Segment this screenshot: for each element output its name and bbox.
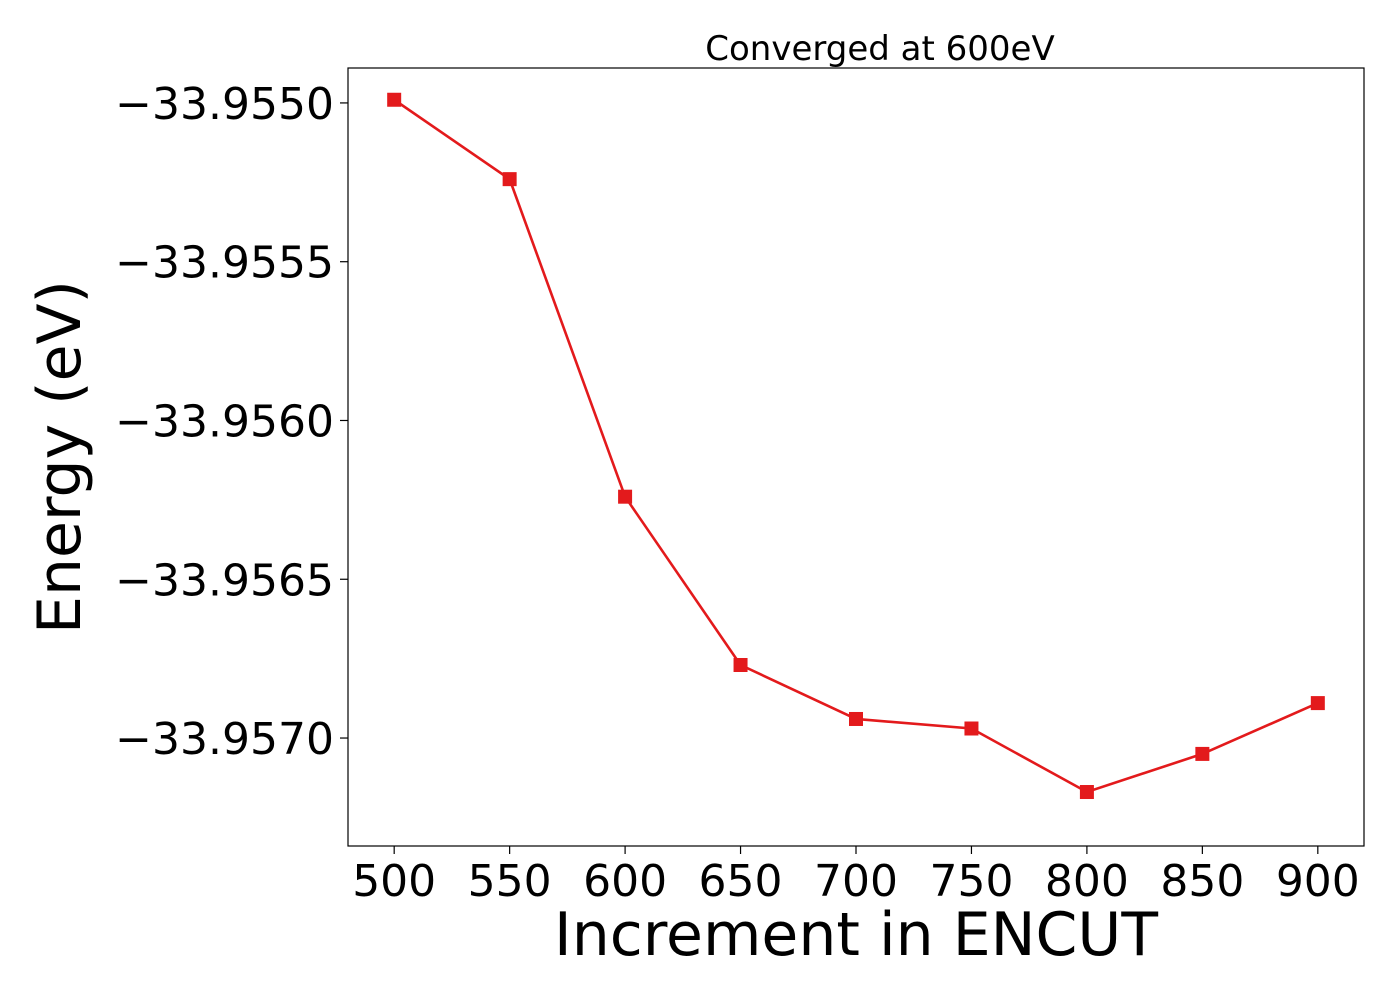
series-line — [393, 98, 1319, 794]
plot-area — [387, 92, 1325, 800]
y-tick-label: −33.9560 — [115, 396, 334, 447]
data-point-marker — [733, 657, 748, 672]
data-point-marker — [964, 721, 979, 736]
data-point-marker — [502, 172, 517, 187]
y-axis-label: Energy (eV) — [25, 280, 95, 634]
x-tick-label: 750 — [929, 856, 1013, 907]
data-point-marker — [1079, 785, 1094, 800]
data-point-marker — [387, 92, 402, 107]
x-tick-label: 900 — [1276, 856, 1360, 907]
data-point-marker — [849, 711, 863, 726]
x-tick-label: 800 — [1045, 856, 1129, 907]
x-tick-label: 650 — [699, 856, 783, 907]
plot-frame — [347, 67, 1365, 847]
y-tick-label: −33.9570 — [115, 714, 334, 765]
x-axis: 500 550 600 650 700 750 800 850 900 — [352, 846, 1360, 907]
y-tick-label: −33.9565 — [115, 555, 334, 606]
x-axis-label: Increment in ENCUT — [554, 900, 1158, 970]
x-tick-label: 550 — [468, 856, 552, 907]
x-tick-label: 700 — [814, 856, 898, 907]
y-axis: −33.9550 −33.9555 −33.9560 −33.9565 −33.9570 — [115, 79, 348, 765]
chart-title: Converged at 600eV — [705, 29, 1054, 69]
data-point-marker — [1195, 746, 1210, 761]
y-tick-label: −33.9555 — [115, 238, 334, 289]
x-tick-label: 600 — [583, 856, 667, 907]
data-point-marker — [1310, 696, 1325, 711]
data-point-marker — [618, 489, 633, 504]
x-tick-label: 500 — [352, 856, 436, 907]
y-tick-label: −33.9550 — [115, 79, 334, 130]
x-tick-label: 850 — [1160, 856, 1244, 907]
